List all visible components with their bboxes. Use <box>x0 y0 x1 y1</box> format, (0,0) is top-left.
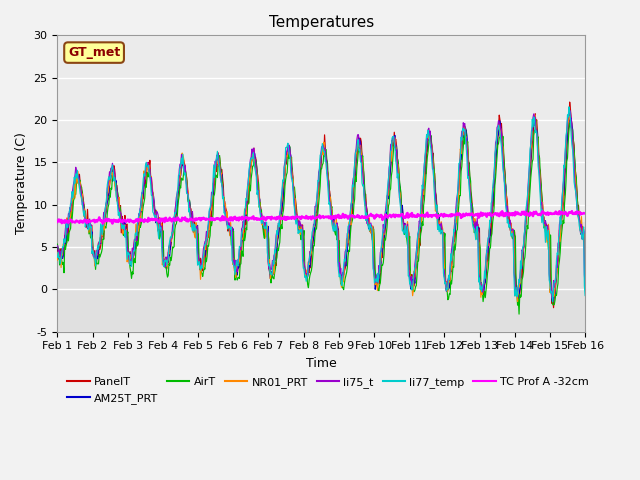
PanelT <box>199 268 207 274</box>
Legend: PanelT, AM25T_PRT, AirT, NR01_PRT, li75_t, li77_temp, TC Prof A -32cm: PanelT, AM25T_PRT, AirT, NR01_PRT, li75_… <box>63 373 593 408</box>
PanelT <box>385 180 393 186</box>
Line: TC Prof A -32cm: TC Prof A -32cm <box>58 211 585 224</box>
Line: li77_temp: li77_temp <box>58 107 585 302</box>
Line: li75_t: li75_t <box>58 110 585 299</box>
NR01_PRT <box>199 261 207 266</box>
li75_t <box>171 208 179 214</box>
li77_temp <box>117 221 125 227</box>
X-axis label: Time: Time <box>306 357 337 370</box>
Text: GT_met: GT_met <box>68 46 120 59</box>
li77_temp <box>171 210 179 216</box>
li75_t <box>385 165 393 170</box>
TC Prof A -32cm <box>401 215 409 221</box>
AM25T_PRT <box>581 283 589 288</box>
AM25T_PRT <box>385 184 393 190</box>
TC Prof A -32cm <box>568 208 576 214</box>
AirT <box>532 117 540 122</box>
Line: AirT: AirT <box>58 120 585 314</box>
li75_t <box>581 284 589 289</box>
AirT <box>401 232 408 238</box>
li77_temp <box>199 256 207 262</box>
li77_temp <box>401 228 408 234</box>
AirT <box>54 241 61 247</box>
NR01_PRT <box>514 299 522 304</box>
AM25T_PRT <box>63 233 71 239</box>
NR01_PRT <box>54 257 61 263</box>
TC Prof A -32cm <box>581 211 589 216</box>
li75_t <box>117 211 125 217</box>
PanelT <box>566 99 573 105</box>
TC Prof A -32cm <box>386 212 394 218</box>
li77_temp <box>581 293 589 299</box>
AirT <box>385 201 393 206</box>
li75_t <box>63 231 71 237</box>
AirT <box>515 311 523 317</box>
li75_t <box>199 254 207 260</box>
AM25T_PRT <box>566 113 573 119</box>
TC Prof A -32cm <box>118 218 126 224</box>
Line: PanelT: PanelT <box>58 102 585 308</box>
AM25T_PRT <box>549 299 557 305</box>
Y-axis label: Temperature (C): Temperature (C) <box>15 132 28 234</box>
TC Prof A -32cm <box>172 216 179 221</box>
NR01_PRT <box>171 214 179 220</box>
NR01_PRT <box>401 226 408 232</box>
AM25T_PRT <box>199 264 207 270</box>
AirT <box>199 274 207 279</box>
li77_temp <box>385 169 393 175</box>
TC Prof A -32cm <box>99 221 107 227</box>
AM25T_PRT <box>401 221 408 227</box>
li75_t <box>401 229 408 235</box>
PanelT <box>581 283 589 289</box>
li77_temp <box>54 254 61 260</box>
AirT <box>171 227 179 232</box>
PanelT <box>550 305 557 311</box>
NR01_PRT <box>581 274 589 280</box>
TC Prof A -32cm <box>54 219 61 225</box>
PanelT <box>171 218 179 224</box>
Line: NR01_PRT: NR01_PRT <box>58 116 585 301</box>
Title: Temperatures: Temperatures <box>269 15 374 30</box>
li75_t <box>548 296 556 301</box>
NR01_PRT <box>531 113 539 119</box>
AirT <box>63 240 71 245</box>
AirT <box>117 220 125 226</box>
PanelT <box>63 231 71 237</box>
TC Prof A -32cm <box>200 215 207 221</box>
AirT <box>581 248 589 254</box>
AM25T_PRT <box>171 215 179 220</box>
li77_temp <box>565 104 573 110</box>
NR01_PRT <box>63 215 71 221</box>
li77_temp <box>549 299 557 305</box>
AM25T_PRT <box>117 220 125 226</box>
PanelT <box>117 230 125 236</box>
Bar <box>58 36 585 222</box>
li77_temp <box>63 224 71 229</box>
NR01_PRT <box>385 172 393 178</box>
AM25T_PRT <box>54 244 61 250</box>
li75_t <box>54 243 61 249</box>
Line: AM25T_PRT: AM25T_PRT <box>58 116 585 302</box>
NR01_PRT <box>117 223 125 228</box>
PanelT <box>54 242 61 248</box>
TC Prof A -32cm <box>63 219 71 225</box>
li75_t <box>566 108 573 113</box>
PanelT <box>401 227 408 232</box>
